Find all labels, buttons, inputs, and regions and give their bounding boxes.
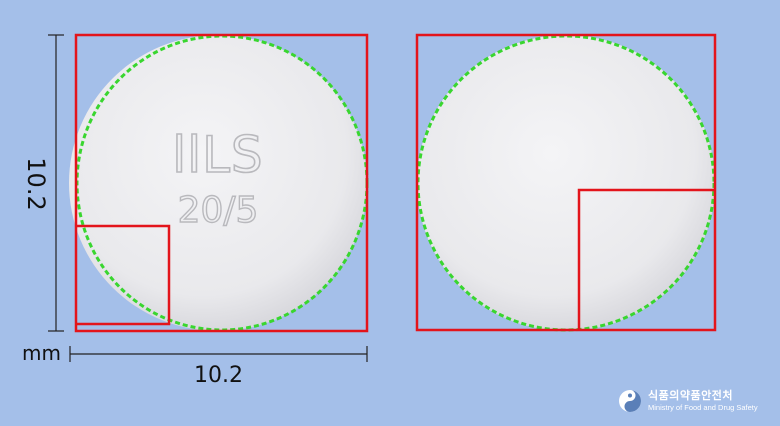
- tablet-front: llLS 20/5: [69, 33, 369, 333]
- ministry-name-english: Ministry of Food and Drug Safety: [648, 402, 758, 412]
- imprint-line2: 20/5: [178, 190, 259, 231]
- tablet-front-bounding-box: [74, 33, 369, 333]
- height-ruler: [48, 34, 64, 332]
- width-dimension-label: 10.2: [194, 363, 243, 388]
- ministry-name-korean: 식품의약품안전처: [648, 389, 733, 402]
- tablet-back-bounding-box: [415, 33, 717, 332]
- unit-label: mm: [22, 341, 61, 365]
- ministry-watermark: 식품의약품안전처 Ministry of Food and Drug Safet…: [618, 386, 758, 416]
- width-ruler: [69, 346, 368, 362]
- tablet-front-body: [69, 35, 367, 331]
- tablet-back: [415, 33, 717, 332]
- tablet-back-sample-box: [577, 188, 715, 330]
- height-dimension-label: 10.2: [22, 157, 50, 211]
- imprint-line1: llLS: [172, 126, 263, 184]
- tablet-back-body: [417, 35, 715, 331]
- tablet-front-sample-box: [76, 224, 171, 326]
- ministry-emblem-icon: [619, 390, 641, 412]
